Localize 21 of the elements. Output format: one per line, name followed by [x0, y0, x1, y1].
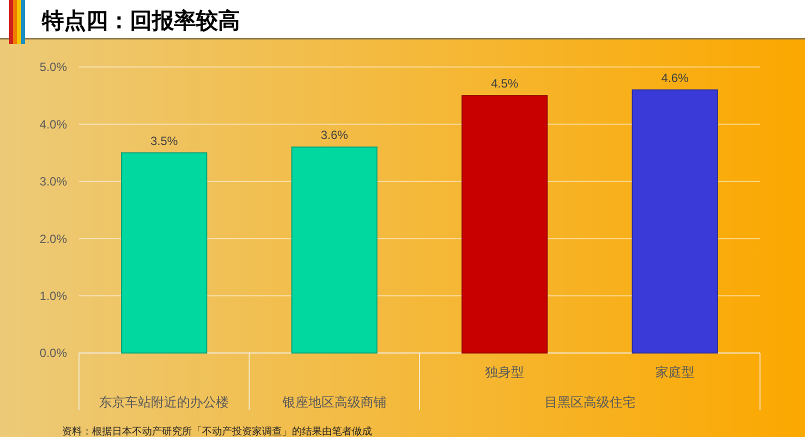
- y-tick-label: 5.0%: [40, 60, 68, 74]
- bar: [462, 95, 548, 354]
- data-label: 4.5%: [490, 76, 519, 91]
- y-tick-label: 1.0%: [40, 289, 68, 303]
- data-label: 3.6%: [320, 128, 348, 142]
- x-tick-label: 东京车站附近的办公楼: [99, 394, 230, 410]
- bar: [291, 146, 378, 354]
- data-label: 4.6%: [661, 70, 689, 85]
- y-tick-label: 3.0%: [40, 174, 68, 189]
- y-tick-label: 4.0%: [40, 117, 68, 132]
- data-label: 3.5%: [150, 134, 178, 148]
- bar: [121, 152, 208, 354]
- chart-title: 特点四：回报率较高: [41, 8, 240, 33]
- x-tick-label: 独身型: [485, 364, 524, 380]
- text: 目黑区高级住宅: [544, 394, 636, 410]
- x-tick-label: 家庭型: [655, 364, 694, 380]
- y-tick-label: 0.0%: [40, 346, 68, 360]
- y-tick-label: 2.0%: [40, 232, 68, 246]
- x-tick-label: 银座地区高级商铺: [281, 394, 386, 410]
- bar: [632, 89, 718, 354]
- text: 资料：根据日本不动产研究所「不动产投资家调查」的结果由笔者做成: [62, 426, 372, 437]
